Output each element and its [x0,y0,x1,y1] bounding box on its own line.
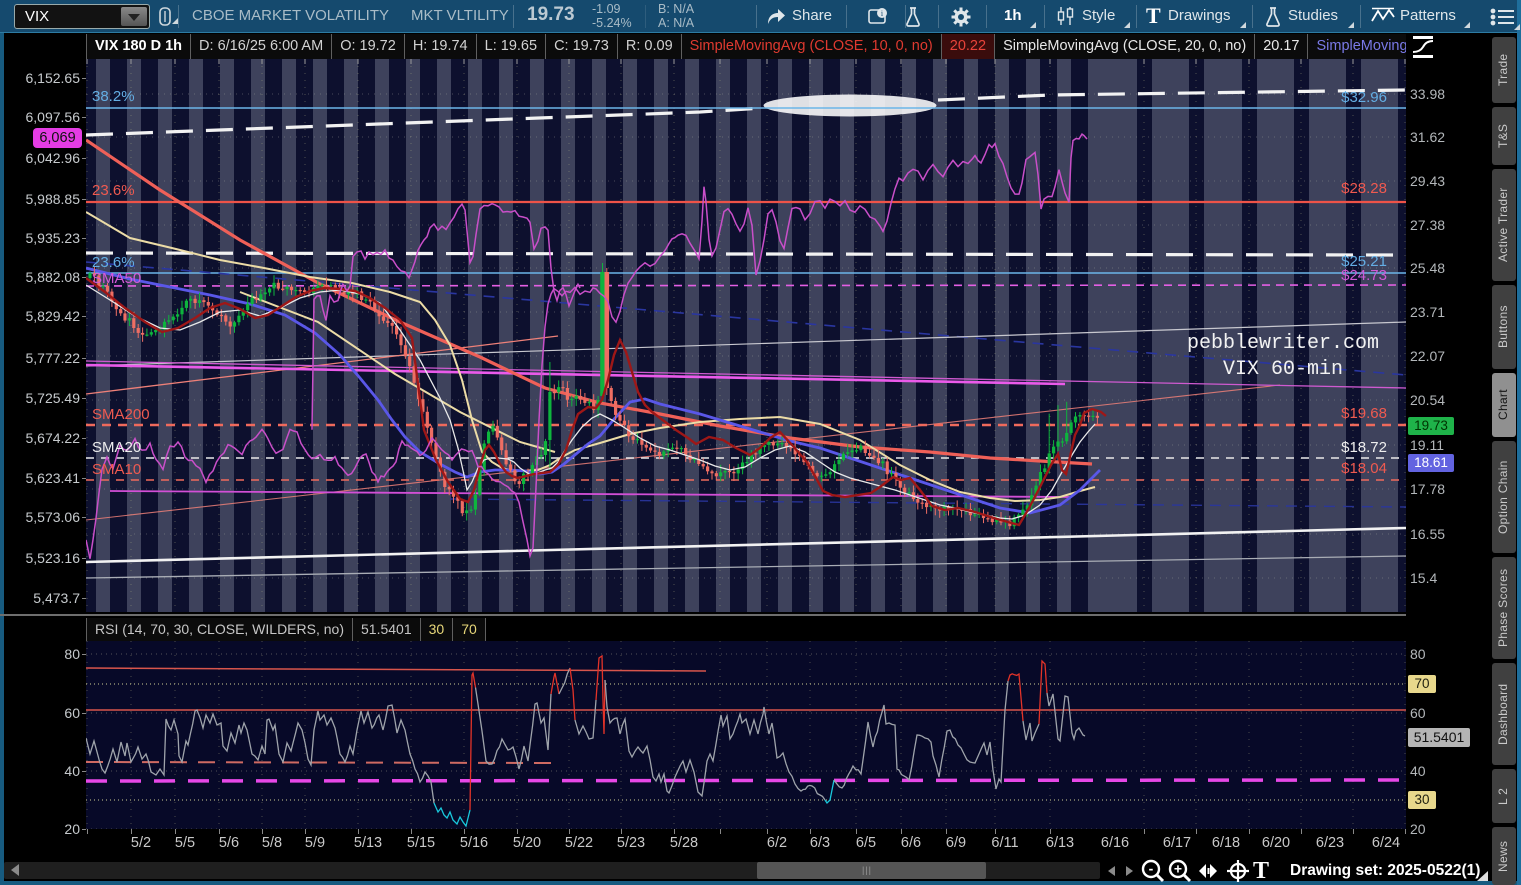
svg-text:SMA20: SMA20 [92,439,141,456]
svg-text:$24.73: $24.73 [1341,267,1387,284]
svg-text:23.6%: 23.6% [92,182,135,199]
svg-text:$25.21: $25.21 [1341,253,1387,270]
svg-text:38.2%: 38.2% [92,88,135,105]
svg-text:23.6%: 23.6% [92,254,135,271]
svg-text:$28.28: $28.28 [1341,180,1387,197]
svg-text:pebblewriter.com: pebblewriter.com [1187,332,1379,355]
svg-text:SMA200: SMA200 [92,406,150,423]
svg-text:SMA50: SMA50 [92,270,141,287]
svg-text:$18.04: $18.04 [1341,460,1387,477]
svg-text:+: + [1174,861,1182,877]
svg-text:$18.72: $18.72 [1341,439,1387,456]
svg-text:-: - [1149,861,1154,877]
svg-text:$32.96: $32.96 [1341,89,1387,106]
svg-text:$19.68: $19.68 [1341,405,1387,422]
svg-text:VIX 60-min: VIX 60-min [1223,358,1343,381]
svg-text:i: i [881,9,884,18]
svg-text:SMA10: SMA10 [92,461,141,478]
